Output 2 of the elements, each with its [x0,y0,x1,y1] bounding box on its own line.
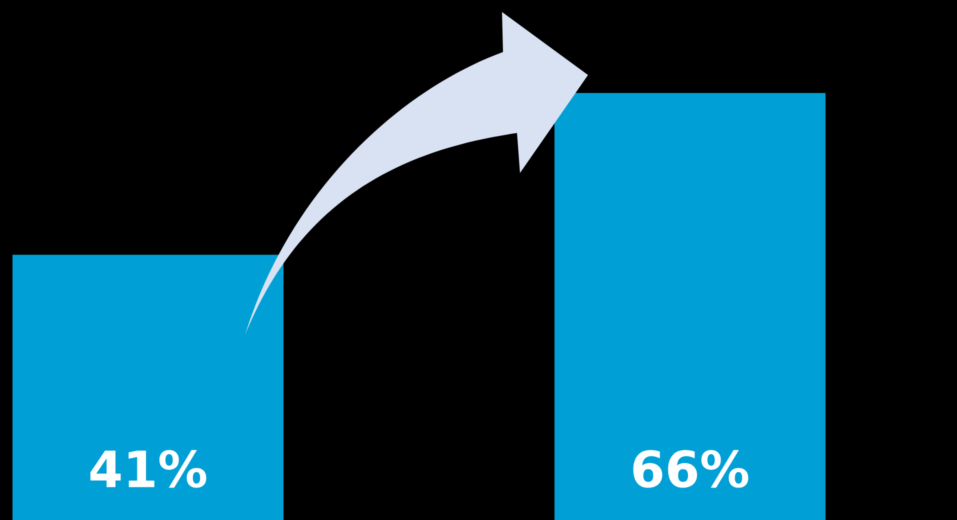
data-label: 66% [633,450,748,488]
data-label: 41% [90,450,206,488]
